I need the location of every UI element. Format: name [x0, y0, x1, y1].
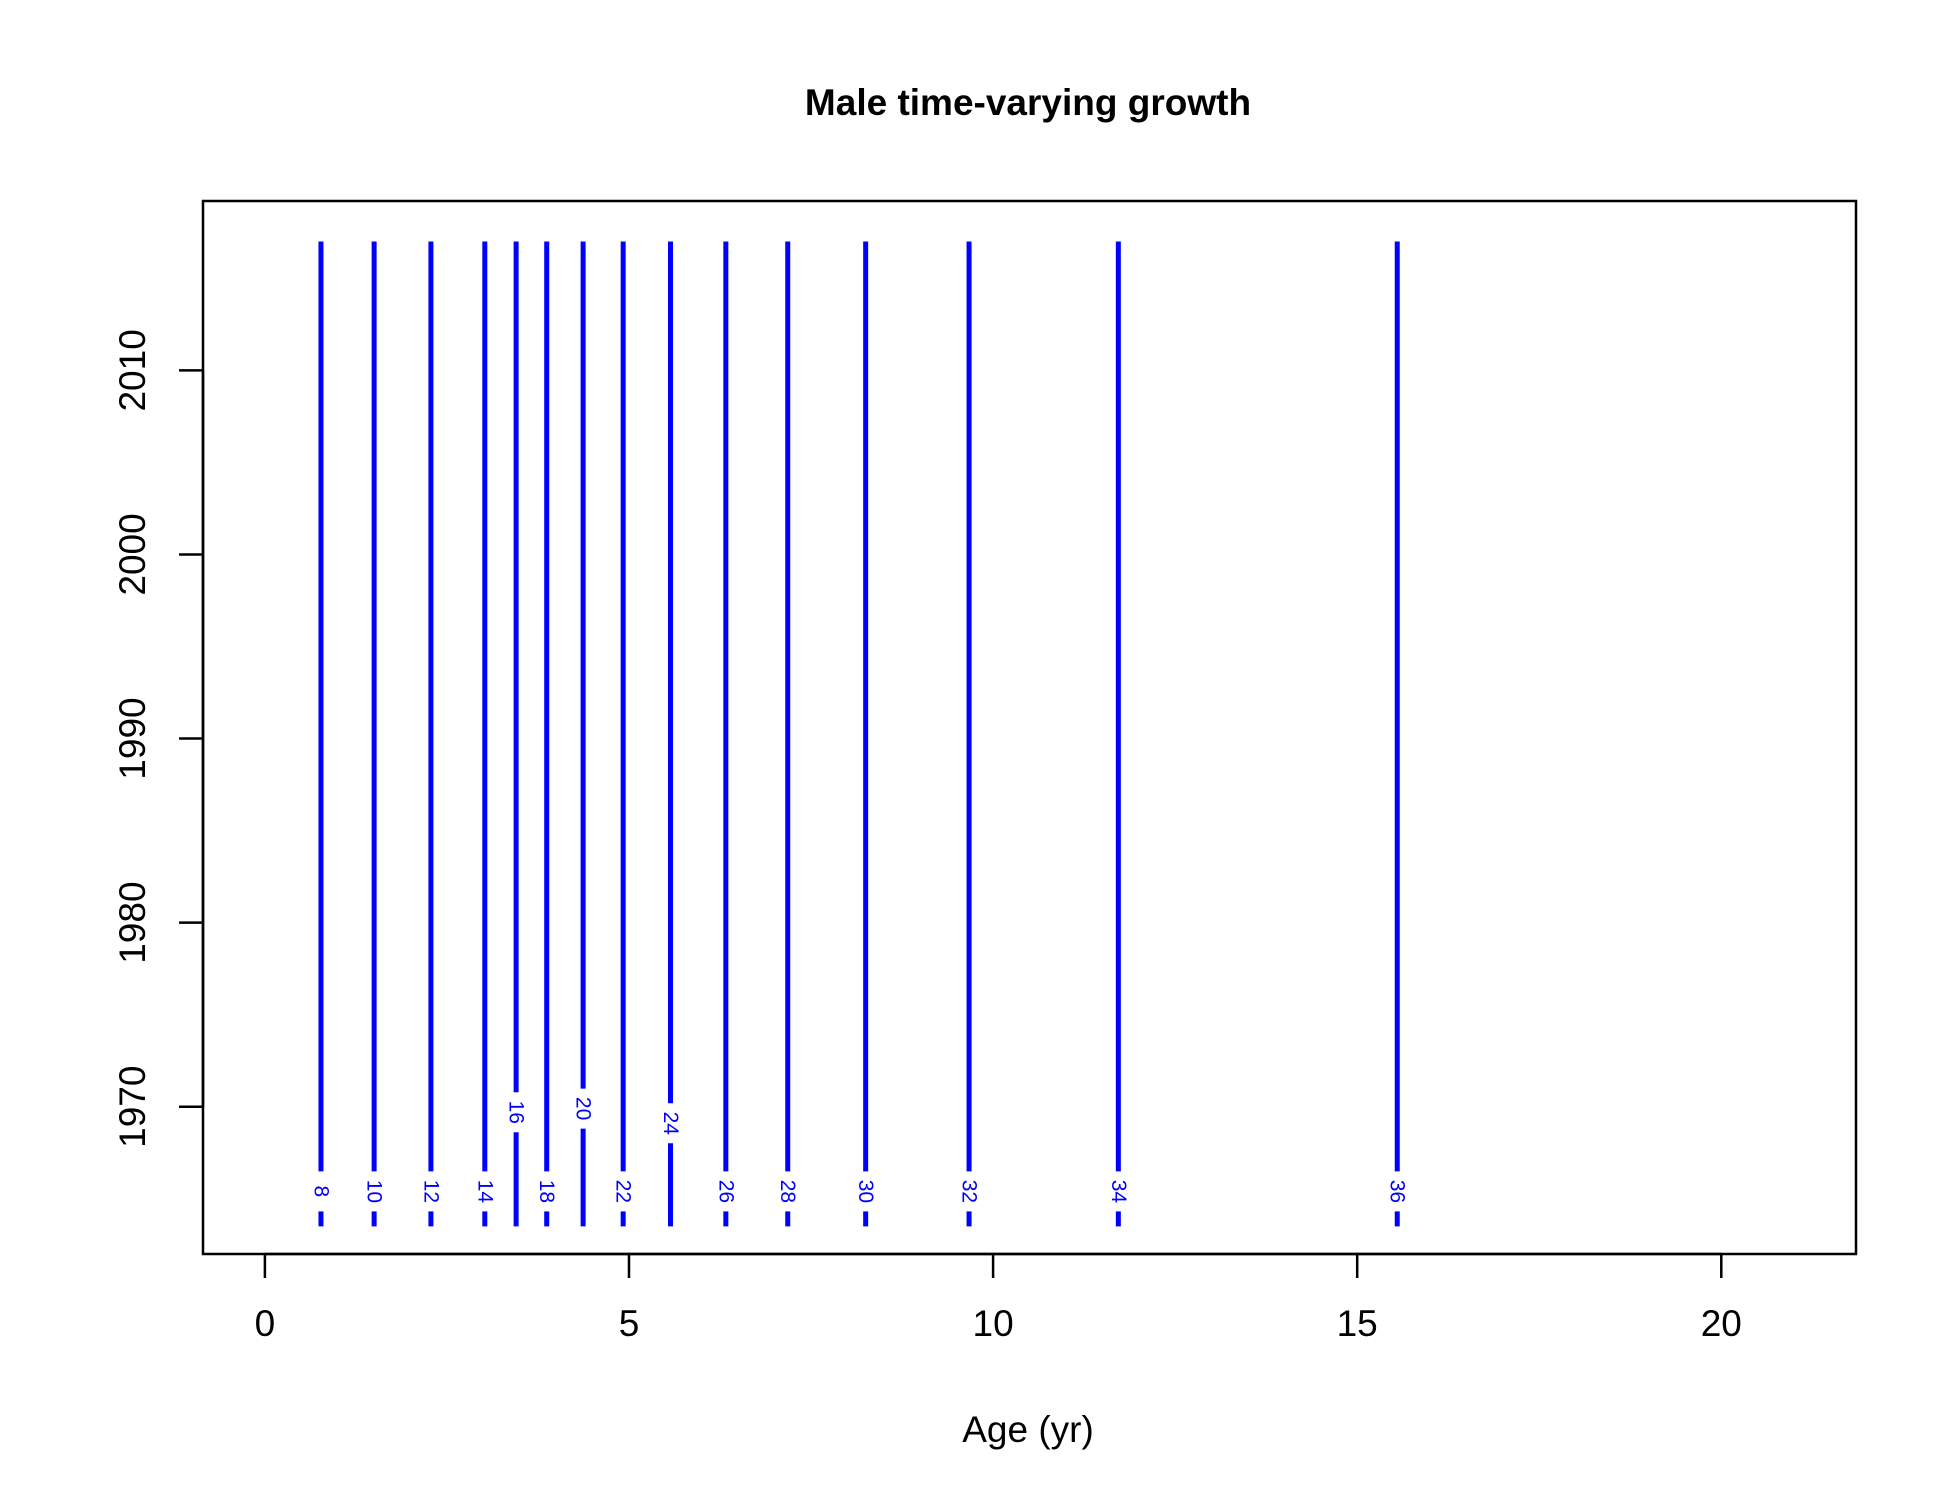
contour-label: 26 — [714, 1180, 737, 1203]
x-axis-label: Age (yr) — [962, 1409, 1094, 1450]
x-tick-label: 0 — [255, 1303, 276, 1344]
y-tick-label: 1990 — [112, 697, 153, 779]
contour-label: 16 — [505, 1101, 528, 1124]
contour-32: 32 — [958, 241, 981, 1227]
contour-label: 24 — [659, 1112, 682, 1136]
contour-lines: 8 10 12 14 16 18 20 22 24 26 28 30 32 34 36 — [309, 241, 1409, 1227]
x-tick-label: 15 — [1337, 1303, 1378, 1344]
y-tick-label: 1980 — [112, 881, 153, 963]
contour-30: 30 — [854, 241, 877, 1227]
contour-label: 10 — [363, 1180, 386, 1203]
y-tick-label: 2000 — [112, 513, 153, 595]
contour-10: 10 — [363, 241, 386, 1227]
contour-16: 16 — [505, 241, 528, 1227]
contour-18: 18 — [535, 241, 558, 1227]
x-tick-label: 10 — [973, 1303, 1014, 1344]
y-axis: 1970 1980 1990 2000 2010 — [112, 329, 205, 1148]
x-tick-label: 20 — [1701, 1303, 1742, 1344]
contour-label: 36 — [1386, 1180, 1409, 1203]
contour-14: 14 — [473, 241, 496, 1227]
contour-24: 24 — [659, 241, 682, 1227]
contour-label: 34 — [1107, 1180, 1130, 1204]
contour-label: 14 — [473, 1180, 496, 1204]
contour-label: 8 — [309, 1186, 332, 1198]
contour-label: 28 — [776, 1180, 799, 1203]
contour-20: 20 — [572, 241, 595, 1227]
y-tick-label: 2010 — [112, 329, 153, 411]
contour-label: 22 — [612, 1180, 635, 1203]
x-tick-label: 5 — [619, 1303, 640, 1344]
contour-34: 34 — [1107, 241, 1130, 1227]
contour-label: 30 — [854, 1180, 877, 1203]
contour-label: 20 — [572, 1097, 595, 1120]
x-axis: 0 5 10 15 20 — [255, 1252, 1742, 1344]
contour-28: 28 — [776, 241, 799, 1227]
contour-36: 36 — [1386, 241, 1409, 1227]
chart-title: Male time-varying growth — [805, 82, 1251, 123]
contour-label: 32 — [958, 1180, 981, 1203]
y-tick-label: 1970 — [112, 1066, 153, 1148]
contour-22: 22 — [612, 241, 635, 1227]
contour-label: 18 — [535, 1180, 558, 1203]
contour-12: 12 — [419, 241, 442, 1227]
contour-8: 8 — [309, 241, 332, 1227]
contour-label: 12 — [419, 1180, 442, 1203]
contour-26: 26 — [714, 241, 737, 1227]
